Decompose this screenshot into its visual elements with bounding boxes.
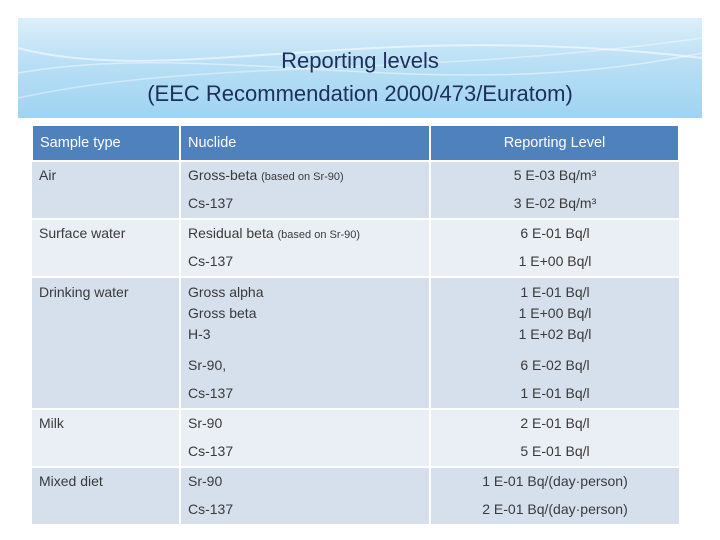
nuclide-cell: Gross alpha Gross beta H-3 (180, 276, 430, 352)
sample-type-cell: Mixed diet (32, 466, 181, 524)
reporting-levels-table: Sample type Nuclide Reporting Level Air … (31, 126, 680, 524)
table-row: Air Gross-beta (based on Sr-90) 5 E-03 B… (32, 160, 679, 219)
level-cell: 3 E-02 Bq/m³ (429, 190, 679, 219)
table-row: Milk Sr-90 2 E-01 Bq/l (32, 408, 679, 467)
header-nuclide: Nuclide (179, 126, 431, 161)
table-row: Sr-90, 6 E-02 Bq/l (32, 352, 679, 380)
level-cell: 2 E-01 Bq/l (429, 408, 679, 438)
nuclide-cell: Gross-beta (based on Sr-90) (180, 160, 430, 190)
table-row: Surface water Residual beta (based on Sr… (32, 218, 679, 277)
nuclide-cell: Cs-137 (180, 190, 430, 219)
sample-type-cell: Air (32, 160, 181, 219)
title-line-2: (EEC Recommendation 2000/473/Euratom) (147, 81, 573, 106)
sample-type-cell: Surface water (32, 218, 181, 277)
level-cell: 1 E-01 Bq/l (429, 380, 679, 409)
table-row: Mixed diet Sr-90 1 E-01 Bq/(day·person) (32, 466, 679, 524)
sample-type-cell: Drinking water (32, 276, 181, 409)
level-cell: 1 E-01 Bq/(day·person) (429, 466, 679, 496)
level-cell: 1 E+00 Bq/l (429, 248, 679, 277)
nuclide-cell: Sr-90, (180, 352, 430, 380)
level-cell: 2 E-01 Bq/(day·person) (429, 496, 679, 524)
table-row: Cs-137 3 E-02 Bq/m³ (32, 190, 679, 219)
table-row: Cs-137 2 E-01 Bq/(day·person) (32, 496, 679, 524)
page-title: Reporting levels (EEC Recommendation 200… (0, 44, 720, 110)
header-reporting-level: Reporting Level (429, 126, 680, 161)
nuclide-cell: Cs-137 (180, 248, 430, 277)
title-banner (18, 18, 702, 118)
level-cell: 6 E-02 Bq/l (429, 352, 679, 380)
nuclide-note: (based on Sr-90) (261, 171, 344, 183)
sample-type-cell: Milk (32, 408, 181, 467)
table-row: Cs-137 1 E-01 Bq/l (32, 380, 679, 409)
table-row: Drinking water Gross alpha Gross beta H-… (32, 276, 679, 409)
nuclide-cell: Cs-137 (180, 496, 430, 524)
table-header-row: Sample type Nuclide Reporting Level (31, 126, 680, 161)
wave-decoration (18, 37, 702, 99)
table-row: Cs-137 1 E+00 Bq/l (32, 248, 679, 277)
nuclide-cell: Cs-137 (180, 438, 430, 467)
level-cell: 5 E-01 Bq/l (429, 438, 679, 467)
level-cell: 1 E-01 Bq/l 1 E+00 Bq/l 1 E+02 Bq/l (429, 276, 679, 352)
title-line-1: Reporting levels (281, 48, 439, 73)
nuclide-cell: Sr-90 (180, 408, 430, 438)
level-cell: 6 E-01 Bq/l (429, 218, 679, 248)
nuclide-cell: Cs-137 (180, 380, 430, 409)
level-cell: 5 E-03 Bq/m³ (429, 160, 679, 190)
header-sample-type: Sample type (31, 126, 181, 161)
nuclide-note: (based on Sr-90) (277, 229, 361, 241)
table-row: Cs-137 5 E-01 Bq/l (32, 438, 679, 467)
nuclide-cell: Sr-90 (180, 466, 430, 496)
nuclide-cell: Residual beta (based on Sr-90) (180, 218, 430, 248)
